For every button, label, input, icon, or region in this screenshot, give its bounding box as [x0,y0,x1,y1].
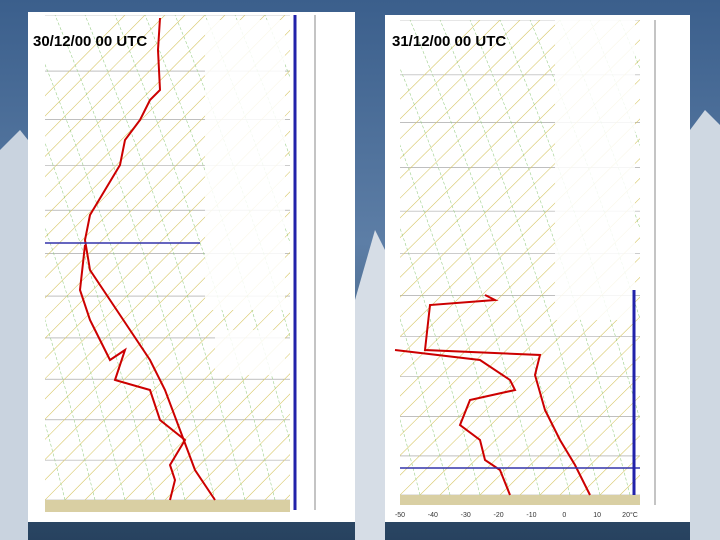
isotherm [400,20,521,140]
isotherm [45,15,206,178]
isotherm [400,20,581,199]
panel-title: 31/12/00 00 UTC [392,33,506,50]
isotherm [400,20,541,159]
isotherm [45,15,266,238]
mountain [355,230,385,540]
adiabat [45,142,156,500]
isotherm [204,413,290,500]
panel [385,15,690,522]
ground [400,495,640,505]
mountain [0,130,28,540]
adiabat [84,15,246,500]
isotherm [499,356,640,495]
isotherm [400,20,561,179]
x-tick-label: -10 [526,512,536,519]
isotherm [45,15,226,198]
index-box [215,330,285,375]
adiabat [400,317,451,495]
dewpoint-profile [394,349,517,496]
isotherm [419,276,640,495]
adiabat [54,15,216,500]
adiabat [439,20,601,495]
adiabat [400,418,421,495]
x-tick-label: -20 [494,512,504,519]
isotherm [184,393,290,500]
isotherm [459,316,640,495]
isotherm [519,375,640,495]
adiabat [409,20,571,495]
x-tick-label: -30 [461,512,471,519]
adiabat [45,63,186,500]
isotherm [45,15,166,137]
temperature-profile [83,17,216,501]
isotherm [45,130,290,380]
isotherm [45,150,290,400]
adiabat [400,144,511,495]
panel [28,12,355,522]
index-box [555,20,635,320]
isotherm [64,272,290,500]
adiabat [400,227,481,495]
sounding-left: 30/12/00 00 UTC [28,12,355,522]
isotherm [104,312,290,500]
x-tick-label: 0 [562,512,566,519]
temperature-profile [423,294,591,496]
isotherm [45,15,246,218]
isotherm [124,332,290,500]
adiabat [45,226,126,500]
isotherm [400,20,621,239]
isotherm [400,257,640,495]
isotherm [400,158,640,397]
index-box [205,20,285,310]
ground [45,500,290,512]
x-tick-label: -50 [395,512,405,519]
isotherm [45,15,146,117]
isotherm [539,395,640,495]
mountain [690,110,720,540]
x-tick-label: -40 [428,512,438,519]
isotherm [144,353,290,500]
sounding-right: 31/12/00 00 UTC -50 -40 -30 -20 -10 0 10 20°C [385,15,690,522]
x-tick-label: 20°C [622,511,638,519]
adiabat [400,67,541,495]
isotherm [439,296,640,495]
dewpoint-profile [78,244,187,501]
isotherm [479,336,640,495]
adiabat [114,15,276,500]
isotherm [164,373,290,500]
isotherm [400,20,501,120]
isotherm [45,15,186,157]
panel-title: 30/12/00 00 UTC [33,33,147,50]
x-tick-label: 10 [593,512,601,519]
isotherm [84,292,290,500]
isotherm [400,98,640,338]
isotherm [400,138,640,377]
isotherm [400,20,601,219]
